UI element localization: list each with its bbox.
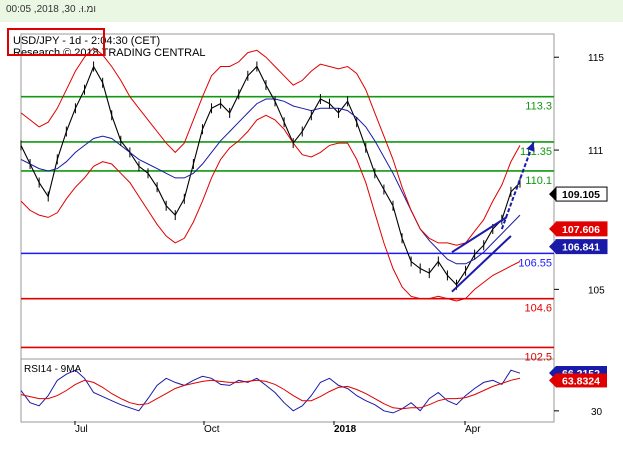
price-tag-pointer-1 xyxy=(549,221,556,236)
date-bar: ומ.וּ. 30, 2018, 00:05 xyxy=(0,0,623,22)
level-label-2: 110.1 xyxy=(525,175,552,187)
price-tag-pointer-2 xyxy=(549,239,556,254)
rsi-value-tag-1 xyxy=(556,373,607,388)
x-tick-oct: Oct xyxy=(204,424,220,435)
main-panel: 113.3 111.35 110.1 106.55 104.6 102.5 xyxy=(20,47,554,363)
rsi-panel-frame xyxy=(20,358,555,423)
level-label-0: 113.3 xyxy=(525,101,552,113)
channel-upper-line xyxy=(451,216,507,254)
title-highlight-box xyxy=(7,28,105,56)
axis-layer: 115111109105109.105107.606106.8413066.21… xyxy=(74,53,608,425)
y-tick-label-1: 111 xyxy=(588,146,604,157)
x-tick-apr: Apr xyxy=(465,424,481,435)
moving-average-line xyxy=(20,98,521,265)
rsi-value-tag-label-1: 63.8324 xyxy=(562,375,600,387)
price-tag-label-2: 106.841 xyxy=(562,242,600,254)
datetime-label: ומ.וּ. 30, 2018, 00:05 xyxy=(6,4,96,15)
x-tick-2018: 2018 xyxy=(334,424,357,435)
copyright-label: Research © 2018 TRADING CENTRAL xyxy=(13,47,206,59)
chart-title: USD/JPY - 1d - 2:04:30 (CET) xyxy=(13,35,160,47)
level-label-5: 102.5 xyxy=(524,351,552,363)
trend-arrow-head xyxy=(526,141,535,152)
rsi-line xyxy=(20,369,521,414)
level-label-3: 106.55 xyxy=(518,257,552,269)
x-tick-jul: Jul xyxy=(75,424,88,435)
rsi-y-tick-label-0: 30 xyxy=(591,407,603,418)
rsi-title: RSI14 - 9MA xyxy=(24,364,82,375)
y-tick-label-0: 115 xyxy=(588,53,604,64)
main-panel-frame xyxy=(20,33,555,360)
price-line xyxy=(20,65,521,286)
level-label-1: 111.35 xyxy=(520,146,552,158)
trend-arrow-line xyxy=(500,141,535,230)
price-tag-pointer-0 xyxy=(549,187,556,202)
rsi-value-tag-pointer-1 xyxy=(549,373,556,388)
channel-lower-line xyxy=(451,235,512,293)
bollinger-upper-line xyxy=(20,47,521,246)
y-tick-label-3: 105 xyxy=(588,285,605,296)
price-tag-label-1: 107.606 xyxy=(562,224,600,236)
rsi-ma-line xyxy=(20,377,521,410)
price-tag-label-0: 109.105 xyxy=(562,189,600,201)
bollinger-lower-line xyxy=(20,114,521,302)
rsi-panel xyxy=(20,369,521,414)
level-label-4: 104.6 xyxy=(524,303,552,315)
